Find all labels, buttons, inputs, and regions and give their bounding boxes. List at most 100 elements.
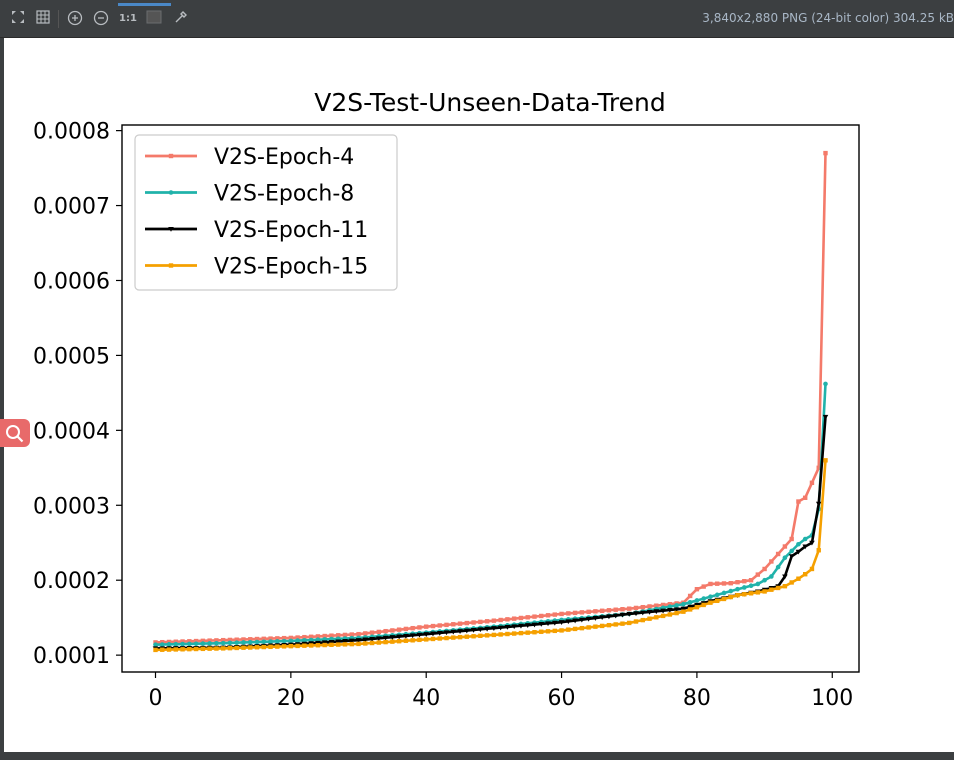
point-v2s-epoch-8-marker [667,604,673,609]
point-v2s-epoch-4-marker [694,587,700,592]
point-v2s-epoch-15-marker [227,645,233,651]
point-v2s-epoch-15-marker [586,625,591,630]
x-tick-label: 20 [277,686,305,711]
point-v2s-epoch-4-marker [275,636,280,641]
point-v2s-epoch-15-marker [484,633,490,638]
point-v2s-epoch-15-marker [823,458,828,463]
series-v2s-epoch-8 [153,381,828,647]
point-v2s-epoch-15-marker [816,548,821,553]
point-v2s-epoch-4-marker [511,616,517,621]
zoom-in-icon[interactable] [66,10,84,28]
point-v2s-epoch-15-marker [681,609,686,614]
image-viewer-toolbar: 1:1 3,840x2,880 PNG (24-bit color) 304.2… [0,0,954,38]
series-line-v2s-epoch-11 [155,416,827,650]
point-v2s-epoch-4-marker [187,639,192,644]
point-v2s-epoch-15-marker [660,613,666,619]
point-v2s-epoch-4-marker [220,637,226,643]
point-v2s-epoch-4-marker [532,614,537,619]
toolbar-separator [58,10,59,28]
point-v2s-epoch-11-marker [558,620,565,625]
point-v2s-epoch-11-marker [436,630,443,636]
point-v2s-epoch-4-marker [302,634,307,640]
point-v2s-epoch-15-marker [552,628,557,634]
point-v2s-epoch-4-marker [742,579,747,584]
point-v2s-epoch-15-marker [593,624,598,629]
point-v2s-epoch-8-marker [308,637,314,643]
point-v2s-epoch-8-marker [207,641,212,646]
point-v2s-epoch-4-marker [207,638,212,643]
point-v2s-epoch-15-marker [363,641,368,646]
point-v2s-epoch-4-marker [254,636,260,642]
point-v2s-epoch-15-marker [572,626,578,632]
point-v2s-epoch-11-marker [687,604,693,610]
point-v2s-epoch-4-marker [322,633,327,639]
point-v2s-epoch-11-marker [511,624,517,630]
point-v2s-epoch-15-marker [687,607,693,612]
point-v2s-epoch-8-marker [261,639,267,645]
background-icon[interactable] [145,10,163,28]
series-v2s-epoch-15 [153,458,828,653]
legend-label-v2s-epoch-4: V2S-Epoch-4 [214,145,354,170]
point-v2s-epoch-8-marker [187,641,192,647]
point-v2s-epoch-4-marker [816,465,821,471]
point-v2s-epoch-4-marker [403,626,409,632]
point-v2s-epoch-4-marker [687,593,693,599]
point-v2s-epoch-11-marker [524,623,531,628]
color-picker-icon[interactable] [172,10,190,28]
point-v2s-epoch-11-marker [788,554,795,560]
point-v2s-epoch-4-marker [782,544,788,549]
point-v2s-epoch-4-marker [471,620,476,625]
point-v2s-epoch-11-marker [822,414,829,420]
point-v2s-epoch-11-marker [369,636,375,642]
point-v2s-epoch-8-marker [802,536,808,542]
point-v2s-epoch-4-marker [329,633,334,638]
zoom-out-icon[interactable] [92,10,110,28]
point-v2s-epoch-11-marker [545,621,551,627]
point-v2s-epoch-8-marker [782,555,788,561]
point-v2s-epoch-11-marker [660,608,666,614]
point-v2s-epoch-11-marker [409,633,416,639]
actual-size-icon[interactable]: 1:1 [119,13,137,24]
point-v2s-epoch-4-marker [241,637,246,642]
series-line-v2s-epoch-8 [155,383,827,646]
point-v2s-epoch-15-marker [437,636,442,641]
point-v2s-epoch-4-marker [545,613,551,618]
point-v2s-epoch-4-marker [200,638,206,644]
point-v2s-epoch-15-marker [464,634,470,639]
point-v2s-epoch-11-marker [376,636,382,642]
point-v2s-epoch-11-marker [362,637,369,643]
point-v2s-epoch-4-marker [518,615,524,621]
point-v2s-epoch-11-marker [612,613,619,619]
point-v2s-epoch-8-marker [254,639,260,645]
point-v2s-epoch-15-marker [802,572,808,577]
x-tick-label: 100 [811,686,853,711]
point-v2s-epoch-15-marker [288,643,294,649]
magnifier-icon[interactable] [0,419,30,447]
point-v2s-epoch-15-marker [532,630,537,635]
point-v2s-epoch-15-marker [715,598,720,604]
point-v2s-epoch-8-marker [227,640,233,646]
point-v2s-epoch-15-marker [207,646,212,651]
fit-to-window-icon[interactable] [9,10,27,28]
point-v2s-epoch-15-marker [545,629,551,634]
point-v2s-epoch-4-marker [755,572,761,577]
point-v2s-epoch-11-marker [484,626,490,632]
point-v2s-epoch-15-marker [694,604,700,610]
point-v2s-epoch-15-marker [566,627,571,632]
point-v2s-epoch-15-marker [579,625,585,631]
point-v2s-epoch-11-marker [450,629,457,635]
point-v2s-epoch-4-marker [654,603,659,608]
point-v2s-epoch-4-marker [796,499,801,504]
point-v2s-epoch-4-marker [491,618,497,623]
point-v2s-epoch-11-marker [477,627,484,633]
series-v2s-epoch-11 [152,414,829,652]
point-v2s-epoch-11-marker [633,611,639,617]
point-v2s-epoch-15-marker [248,645,253,650]
point-v2s-epoch-4-marker [424,624,429,629]
grid-icon[interactable] [34,10,52,28]
point-v2s-epoch-15-marker [451,635,456,640]
point-v2s-epoch-15-marker [620,621,625,626]
point-v2s-epoch-15-marker [674,610,679,616]
point-v2s-epoch-15-marker [241,645,246,650]
point-v2s-epoch-15-marker [369,640,375,646]
